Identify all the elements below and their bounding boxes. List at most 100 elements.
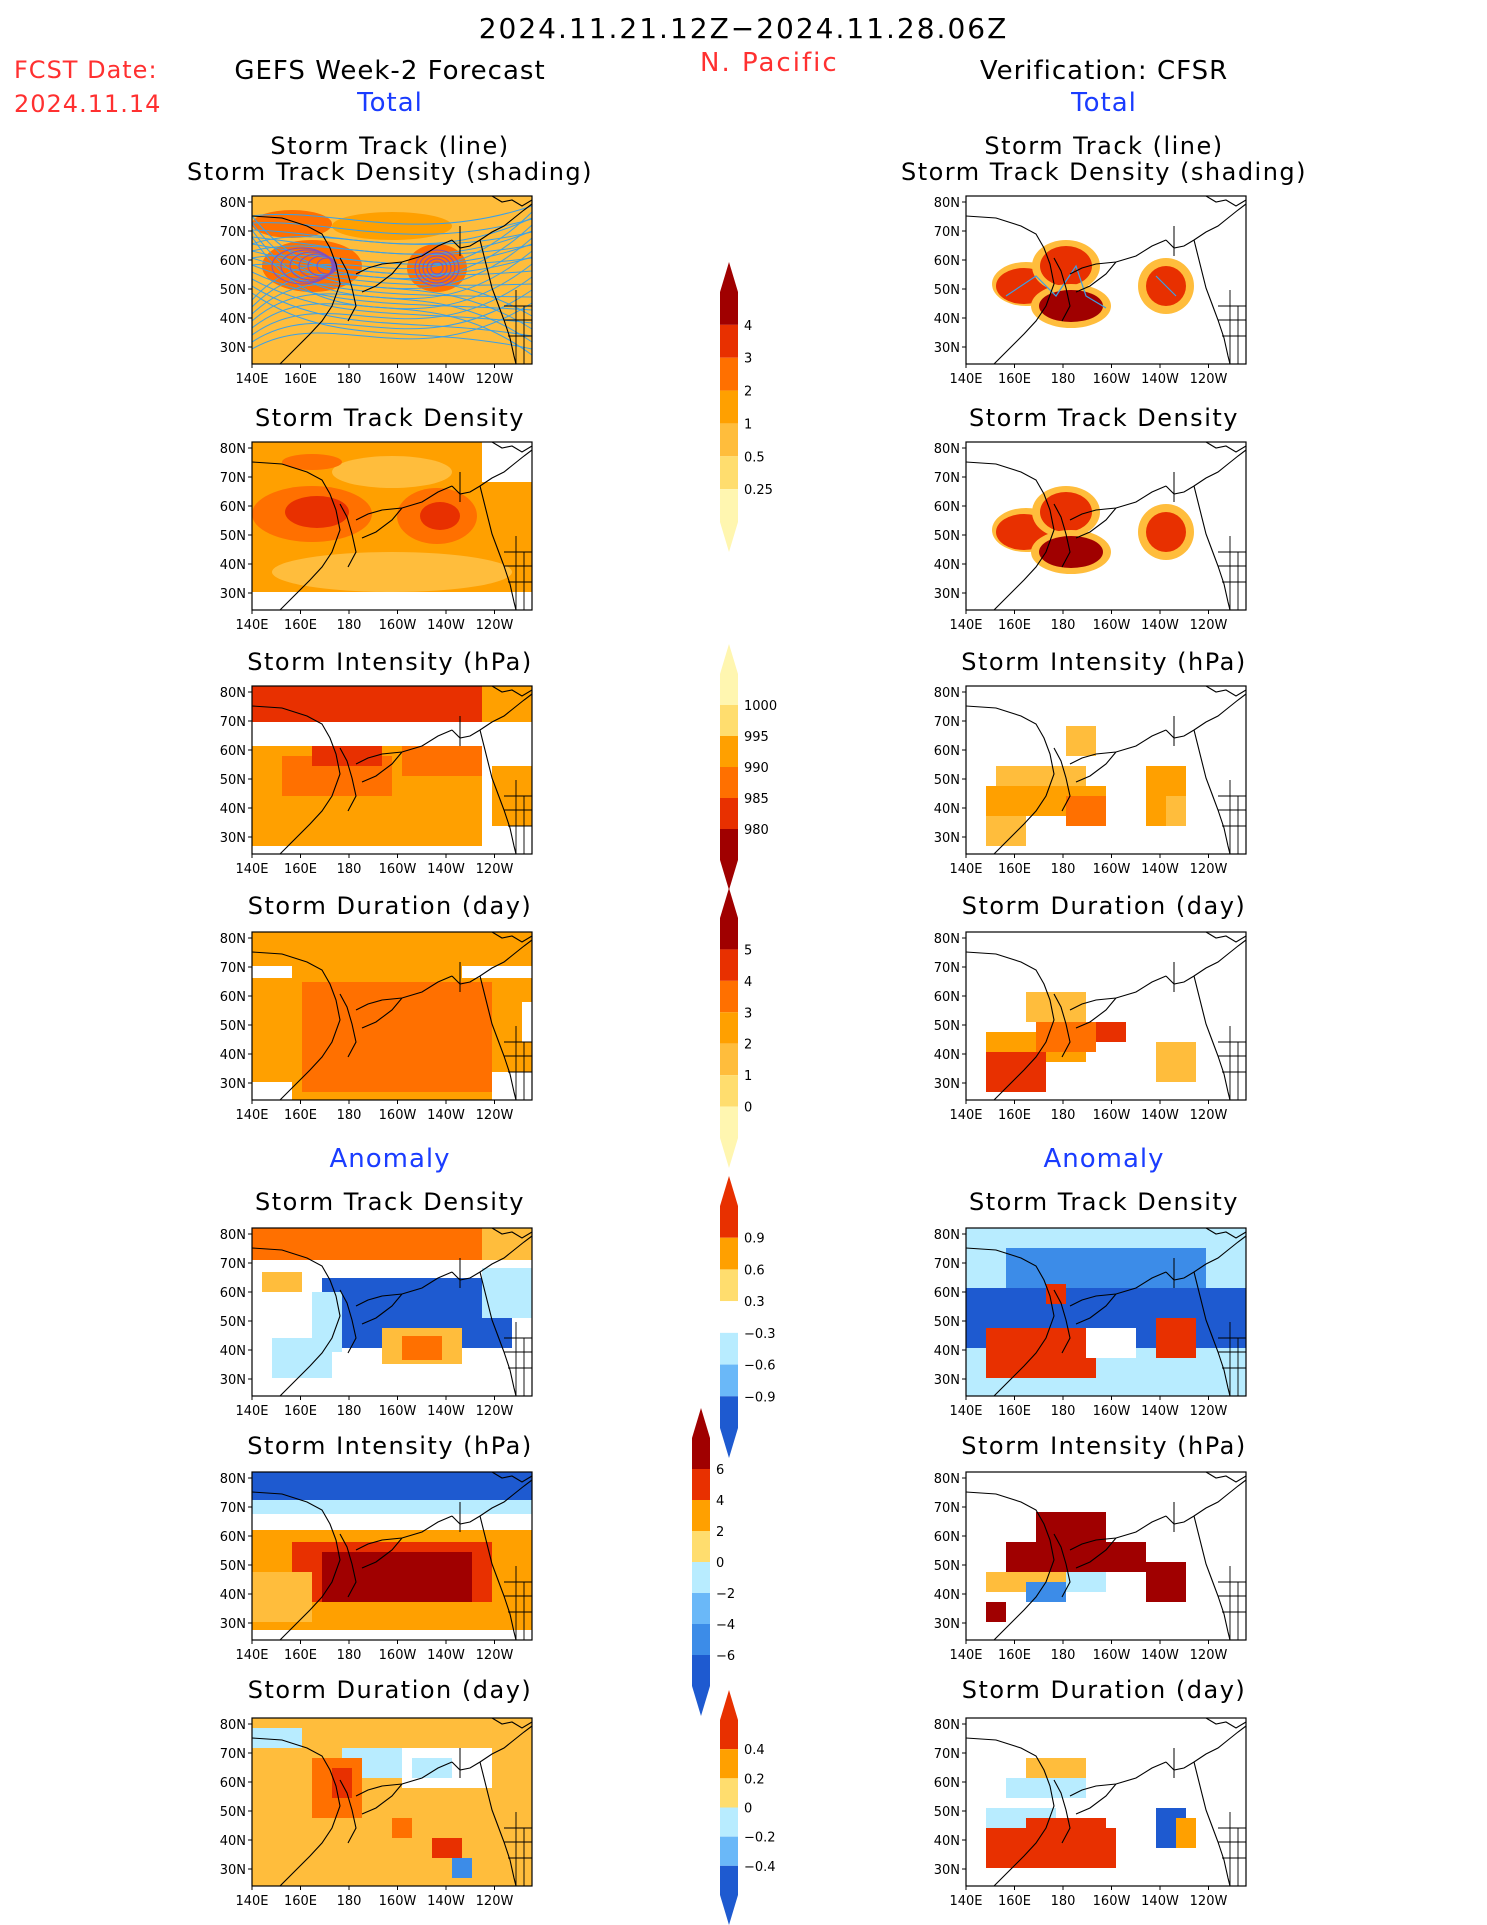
colorbar-tick-label: 0.25 [744, 483, 773, 498]
left-track-line-title: Storm Track (line) [270, 132, 510, 160]
lon-tick-label: 140W [1141, 372, 1179, 387]
storm-track-line [251, 302, 533, 350]
colorbar-segment [720, 390, 738, 424]
shading-cell [1166, 796, 1186, 826]
lon-tick-label: 160E [284, 1108, 317, 1123]
shading-cell [1039, 536, 1103, 568]
lat-tick-label: 70N [934, 1257, 960, 1272]
colorbar-segment [720, 1301, 738, 1333]
map-frame [965, 1717, 1247, 1887]
colorbar-segment [720, 1012, 738, 1044]
map-frame [251, 1227, 533, 1397]
colorbar-duration-anomaly: 0.4 0.2 0 −0.2 −0.4 [720, 1690, 776, 1925]
lat-tick-label: 30N [220, 831, 246, 846]
lat-tick-label: 70N [220, 961, 246, 976]
lon-tick-label: 180 [337, 372, 362, 387]
colorbar-segment [720, 767, 738, 798]
right-density-title: Storm Track Density [969, 404, 1239, 432]
colorbar-segment [720, 1396, 738, 1428]
right-intensity-title: Storm Intensity (hPa) [961, 648, 1247, 676]
colorbar-segment [720, 423, 738, 457]
lat-tick-label: 80N [220, 932, 246, 947]
shading-cell [1036, 1022, 1096, 1052]
colorbar-tick-label: 2 [744, 385, 752, 400]
lat-tick-label: 60N [934, 254, 960, 269]
colorbar-top-cap [692, 1408, 710, 1438]
left-track-shading-title: Storm Track Density (shading) [186, 158, 594, 186]
lon-tick-label: 160E [998, 618, 1031, 633]
colorbar-segment [720, 949, 738, 981]
lon-tick-label: 160E [284, 372, 317, 387]
map-cfsr-intensity-anomaly: 80N 70N 60N 50N 40N 30N 140E 160E 180 160W 140W 120… [934, 1471, 1247, 1663]
map-forecast-intensity: 80N 70N 60N 50N 40N 30N 140E 160E 180 160W 140W 120… [220, 685, 533, 877]
storm-track-line [251, 218, 533, 235]
lat-tick-label: 60N [220, 1776, 246, 1791]
lon-tick-label: 160W [379, 372, 417, 387]
lat-tick-label: 30N [934, 341, 960, 356]
lat-tick-label: 50N [934, 529, 960, 544]
lon-tick-label: 120W [1190, 1648, 1228, 1663]
lat-tick-label: 80N [220, 1718, 246, 1733]
lat-tick-label: 70N [220, 1747, 246, 1762]
map-forecast-track: 80N 70N 60N 50N 40N 30N 140E 160E 180 160W 140W 120… [220, 195, 533, 387]
colorbar-tick-label: 0.6 [744, 1263, 765, 1278]
left-column-title: GEFS Week-2 Forecast [234, 56, 546, 86]
right-track-line-title: Storm Track (line) [984, 132, 1224, 160]
left-intensity-anom-title: Storm Intensity (hPa) [247, 1432, 533, 1460]
colorbar-tick-label: −2 [716, 1587, 735, 1602]
colorbar-tick-label: −4 [716, 1618, 735, 1633]
lon-tick-label: 140W [1141, 1894, 1179, 1909]
lat-tick-label: 40N [934, 1344, 960, 1359]
map-frame [965, 195, 1247, 365]
right-anomaly-label: Anomaly [1043, 1144, 1165, 1174]
colorbar-segment [720, 1269, 738, 1302]
colorbar-tick-label: 3 [744, 352, 752, 367]
colorbar-bottom-cap [720, 1895, 738, 1925]
shading-cell [252, 1500, 532, 1514]
shading-cell [1036, 1512, 1106, 1542]
lat-tick-label: 50N [220, 529, 246, 544]
storm-track-line [289, 251, 335, 281]
map-frame [965, 441, 1247, 611]
right-density-anom-title: Storm Track Density [969, 1188, 1239, 1216]
shading-cell [332, 456, 452, 488]
colorbar-top-cap [720, 1690, 738, 1720]
lat-tick-label: 40N [934, 802, 960, 817]
lon-tick-label: 180 [337, 1108, 362, 1123]
shading-cell [312, 746, 382, 766]
lat-tick-label: 50N [220, 1019, 246, 1034]
lon-tick-label: 160E [998, 1894, 1031, 1909]
lat-tick-label: 50N [934, 1559, 960, 1574]
colorbar-bottom-cap [720, 860, 738, 890]
right-duration-anom-title: Storm Duration (day) [961, 1676, 1247, 1704]
map-cfsr-track: 80N 70N 60N 50N 40N 30N 140E 160E 180 160W 140W 120… [934, 195, 1247, 387]
lat-tick-label: 70N [220, 225, 246, 240]
storm-track-line [418, 252, 456, 284]
lat-tick-label: 30N [934, 1863, 960, 1878]
storm-track-line [271, 247, 333, 285]
colorbar-tick-label: 980 [744, 823, 769, 838]
right-track-shading-title: Storm Track Density (shading) [900, 158, 1308, 186]
map-frame [251, 685, 533, 855]
lat-tick-label: 30N [220, 341, 246, 356]
lat-tick-label: 60N [934, 500, 960, 515]
shading-cell [285, 496, 349, 528]
colorbar-tick-label: 0 [744, 1802, 752, 1817]
lon-tick-label: 120W [1190, 618, 1228, 633]
lon-tick-label: 160W [379, 1108, 417, 1123]
fcst-date-value: 2024.11.14 [14, 90, 162, 118]
lon-tick-label: 160E [998, 1108, 1031, 1123]
map-cfsr-duration-anomaly: 80N 70N 60N 50N 40N 30N 140E 160E 180 160W 140W 120… [934, 1717, 1247, 1909]
lat-tick-label: 70N [934, 715, 960, 730]
colorbar-intensity-anomaly: 6 4 2 0 −2 −4 −6 [692, 1408, 735, 1716]
storm-track-line [251, 215, 533, 317]
map-frame [965, 1471, 1247, 1641]
colorbar-duration-total: 5 4 3 2 1 0 [720, 888, 752, 1168]
colorbar-segment [720, 357, 738, 391]
colorbar-tick-label: 1000 [744, 699, 777, 714]
lon-tick-label: 120W [476, 1108, 514, 1123]
lon-tick-label: 160W [1093, 618, 1131, 633]
colorbar-tick-label: 3 [744, 1006, 752, 1021]
lat-tick-label: 70N [934, 1501, 960, 1516]
storm-track-line [426, 258, 448, 278]
